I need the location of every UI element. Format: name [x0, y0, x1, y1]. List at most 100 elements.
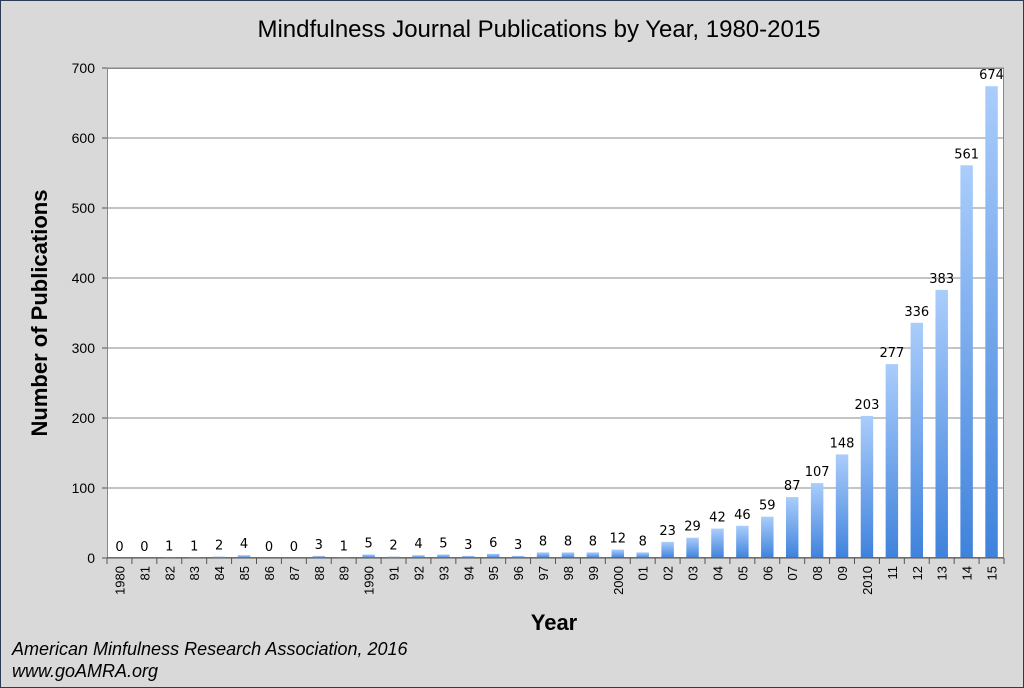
x-tick-label: 98 — [561, 566, 576, 580]
x-tick-label: 87 — [287, 566, 302, 580]
y-tick-label: 400 — [72, 270, 96, 286]
data-label: 46 — [734, 508, 751, 523]
x-tick-label: 07 — [785, 566, 800, 580]
bar — [362, 554, 375, 558]
x-tick-label: 84 — [212, 566, 227, 580]
y-tick-label: 300 — [72, 340, 96, 356]
x-tick-label: 81 — [137, 566, 152, 580]
bar — [412, 555, 425, 558]
data-label: 87 — [784, 479, 801, 494]
x-tick-label: 11 — [885, 566, 900, 580]
data-label: 8 — [639, 534, 647, 549]
data-label: 59 — [759, 499, 776, 514]
bar — [536, 552, 550, 558]
data-label: 107 — [805, 465, 830, 480]
data-label: 12 — [610, 532, 627, 547]
data-label: 29 — [684, 520, 701, 535]
y-tick-label: 0 — [87, 550, 95, 566]
bar — [312, 555, 326, 558]
x-tick-label: 94 — [461, 566, 476, 580]
x-tick-label: 04 — [710, 566, 725, 580]
bar — [711, 528, 724, 558]
x-tick-label: 06 — [760, 566, 775, 580]
data-label: 383 — [929, 272, 954, 287]
bar — [237, 555, 251, 558]
data-label: 148 — [830, 436, 855, 451]
bar — [935, 289, 948, 558]
data-label: 8 — [589, 534, 597, 549]
data-label: 0 — [140, 540, 148, 555]
data-label: 3 — [464, 538, 472, 553]
bar — [486, 553, 500, 558]
x-tick-label: 02 — [661, 566, 676, 580]
bar — [661, 541, 674, 558]
bar — [511, 555, 525, 558]
data-label: 1 — [340, 539, 348, 554]
data-label: 277 — [879, 346, 904, 361]
bar — [387, 556, 400, 558]
bar — [686, 537, 699, 558]
x-tick-label: 83 — [187, 566, 202, 580]
y-tick-label: 700 — [72, 60, 96, 76]
bars — [163, 86, 998, 559]
data-label: 8 — [564, 534, 572, 549]
x-tick-label: 88 — [312, 566, 327, 580]
bar — [636, 552, 649, 558]
y-tick-label: 200 — [72, 410, 96, 426]
data-label: 2 — [215, 539, 223, 554]
x-tick-label: 2010 — [860, 566, 875, 595]
y-tick-label: 600 — [72, 130, 96, 146]
data-label: 6 — [489, 536, 497, 551]
data-label: 674 — [979, 68, 1004, 83]
x-axis-label: Year — [530, 610, 578, 635]
footer-url: www.goAMRA.org — [12, 661, 159, 681]
bar — [885, 364, 899, 558]
bar — [611, 549, 625, 558]
gridlines — [107, 67, 1004, 489]
x-tick-label: 1990 — [362, 566, 377, 595]
data-label: 561 — [954, 147, 979, 162]
x-tick-label: 2000 — [611, 566, 626, 595]
x-tick-label: 05 — [735, 566, 750, 580]
x-tick-label: 92 — [411, 566, 426, 580]
footer-credit: American Minfulness Research Association… — [12, 639, 408, 659]
bar — [586, 552, 600, 558]
bar — [736, 525, 749, 558]
x-tick-label: 96 — [511, 566, 526, 580]
bar — [985, 86, 998, 558]
x-tick-label: 15 — [985, 566, 1000, 580]
x-tick-label: 12 — [910, 566, 925, 580]
bar — [960, 165, 973, 559]
x-tick-label: 08 — [810, 566, 825, 580]
x-tick-label: 82 — [162, 566, 177, 580]
x-tick-label: 86 — [262, 566, 277, 580]
data-label: 0 — [265, 540, 273, 555]
data-label: 203 — [855, 398, 880, 413]
x-tick-label: 03 — [686, 566, 701, 580]
bar — [810, 483, 824, 558]
bar — [910, 322, 924, 558]
data-label: 3 — [315, 538, 323, 553]
x-tick-label: 13 — [935, 566, 950, 580]
data-label: 336 — [904, 305, 929, 320]
x-tick-label: 09 — [835, 566, 850, 580]
x-tick-label: 1980 — [112, 566, 127, 595]
data-label: 3 — [514, 538, 522, 553]
bar — [761, 516, 774, 558]
data-label: 8 — [539, 534, 547, 549]
bar — [835, 454, 849, 558]
data-label: 23 — [659, 524, 676, 539]
x-tick-label: 95 — [486, 566, 501, 580]
x-tick-label: 97 — [536, 566, 551, 580]
data-label: 1 — [165, 539, 173, 554]
x-tick-label: 85 — [237, 566, 252, 580]
data-label: 4 — [240, 537, 248, 552]
data-label: 1 — [190, 539, 198, 554]
x-tick-label: 91 — [387, 566, 402, 580]
y-tick-label: 500 — [72, 200, 96, 216]
x-tick-label: 89 — [337, 566, 352, 580]
data-label: 0 — [290, 540, 298, 555]
